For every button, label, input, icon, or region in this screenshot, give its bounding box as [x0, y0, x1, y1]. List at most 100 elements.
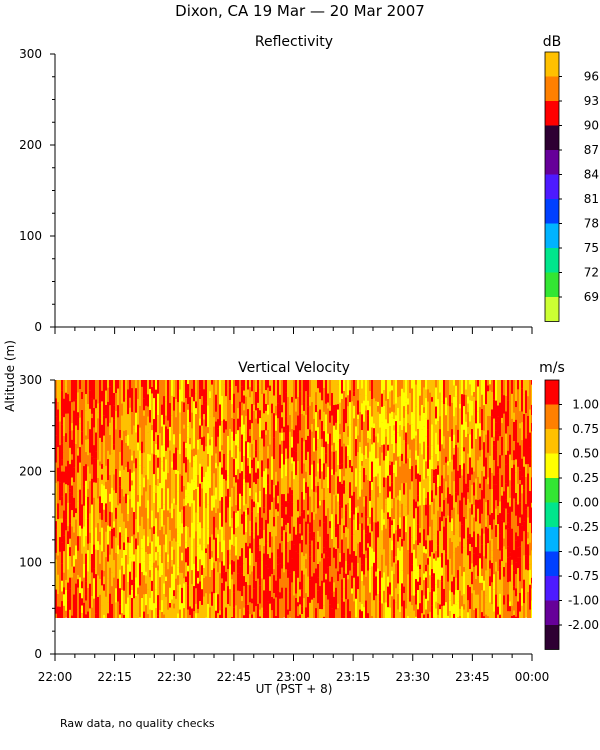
- velocity-cell: [235, 536, 238, 556]
- velocity-cell: [245, 396, 248, 416]
- velocity-cell: [137, 386, 140, 399]
- velocity-cell: [457, 447, 460, 471]
- velocity-cell: [155, 589, 158, 609]
- velocity-cell: [257, 468, 260, 479]
- velocity-cell: [509, 552, 512, 557]
- velocity-cell: [57, 519, 60, 539]
- velocity-cell: [263, 553, 266, 580]
- velocity-cell: [361, 414, 364, 431]
- velocity-cell: [63, 380, 66, 399]
- velocity-cell: [185, 505, 188, 527]
- velocity-cell: [403, 586, 406, 594]
- velocity-cell: [431, 525, 434, 541]
- velocity-cell: [123, 444, 126, 470]
- velocity-cell: [317, 577, 320, 585]
- velocity-cell: [397, 407, 400, 433]
- velocity-cell: [93, 497, 96, 524]
- velocity-cell: [137, 411, 140, 425]
- velocity-cell: [207, 544, 210, 570]
- velocity-cell: [243, 505, 246, 512]
- velocity-cell: [283, 530, 286, 550]
- velocity-cell: [455, 502, 458, 517]
- velocity-cell: [177, 613, 180, 618]
- velocity-cell: [453, 507, 456, 526]
- velocity-cell: [367, 430, 370, 439]
- velocity-cell: [103, 529, 106, 552]
- velocity-cell: [459, 521, 462, 538]
- velocity-cell: [497, 434, 500, 441]
- velocity-cell: [107, 380, 110, 388]
- velocity-cell: [281, 541, 284, 553]
- velocity-cell: [75, 559, 78, 584]
- velocity-cell: [203, 476, 206, 503]
- velocity-cell: [305, 521, 308, 545]
- velocity-cell: [383, 460, 386, 478]
- velocity-cell: [177, 491, 180, 503]
- velocity-cell: [527, 482, 530, 507]
- velocity-cell: [239, 556, 242, 567]
- velocity-cell: [353, 380, 356, 392]
- velocity-cell: [381, 554, 384, 578]
- velocity-cell: [287, 418, 290, 426]
- velocity-cell: [519, 428, 522, 446]
- velocity-cell: [377, 568, 380, 595]
- velocity-cell: [377, 397, 380, 402]
- velocity-cell: [199, 581, 202, 602]
- velocity-cell: [127, 472, 130, 481]
- velocity-cell: [207, 405, 210, 428]
- velocity-cell: [323, 499, 326, 523]
- velocity-cell: [509, 401, 512, 428]
- velocity-cell: [57, 481, 60, 504]
- velocity-cell: [415, 380, 418, 385]
- velocity-cell: [213, 442, 216, 469]
- velocity-cell: [105, 418, 108, 441]
- velocity-cell: [79, 484, 82, 490]
- velocity-cell: [453, 434, 456, 449]
- velocity-cell: [213, 417, 216, 427]
- velocity-cell: [71, 510, 74, 527]
- velocity-cell: [179, 380, 182, 390]
- velocity-cell: [117, 505, 120, 516]
- velocity-cell: [131, 585, 134, 590]
- velocity-cell: [331, 434, 334, 446]
- velocity-cell: [339, 464, 342, 470]
- velocity-cell: [137, 450, 140, 470]
- velocity-cell: [429, 526, 432, 541]
- velocity-cell: [529, 569, 532, 585]
- velocity-cell: [527, 532, 530, 539]
- velocity-cell: [55, 380, 58, 399]
- velocity-cell: [153, 533, 156, 552]
- velocity-cell: [121, 403, 124, 416]
- velocity-cell: [441, 553, 444, 568]
- velocity-cell: [89, 390, 92, 409]
- velocity-cell: [523, 531, 526, 556]
- velocity-cell: [393, 574, 396, 592]
- velocity-cell: [455, 396, 458, 408]
- velocity-cell: [81, 391, 84, 400]
- velocity-cell: [371, 416, 374, 428]
- velocity-cell: [415, 440, 418, 451]
- velocity-cell: [99, 403, 102, 419]
- velocity-cell: [383, 405, 386, 431]
- velocity-cell: [505, 454, 508, 465]
- velocity-cell: [101, 551, 104, 566]
- velocity-cell: [187, 527, 190, 548]
- velocity-cell: [165, 508, 168, 535]
- x-tick-label: 00:00: [515, 670, 550, 684]
- velocity-cell: [511, 434, 514, 461]
- velocity-cell: [403, 600, 406, 618]
- velocity-cell: [141, 538, 144, 549]
- velocity-cell: [475, 499, 478, 522]
- velocity-cell: [97, 596, 100, 618]
- velocity-cell: [415, 508, 418, 526]
- velocity-cell: [503, 508, 506, 523]
- velocity-cell: [489, 560, 492, 569]
- velocity-cell: [191, 380, 194, 389]
- reflectivity-colorbar-label: 69: [584, 290, 599, 304]
- velocity-cell: [379, 571, 382, 591]
- velocity-cell: [259, 585, 262, 604]
- velocity-cell: [243, 534, 246, 544]
- velocity-cell: [109, 454, 112, 476]
- velocity-cell: [503, 433, 506, 452]
- velocity-cell: [87, 536, 90, 544]
